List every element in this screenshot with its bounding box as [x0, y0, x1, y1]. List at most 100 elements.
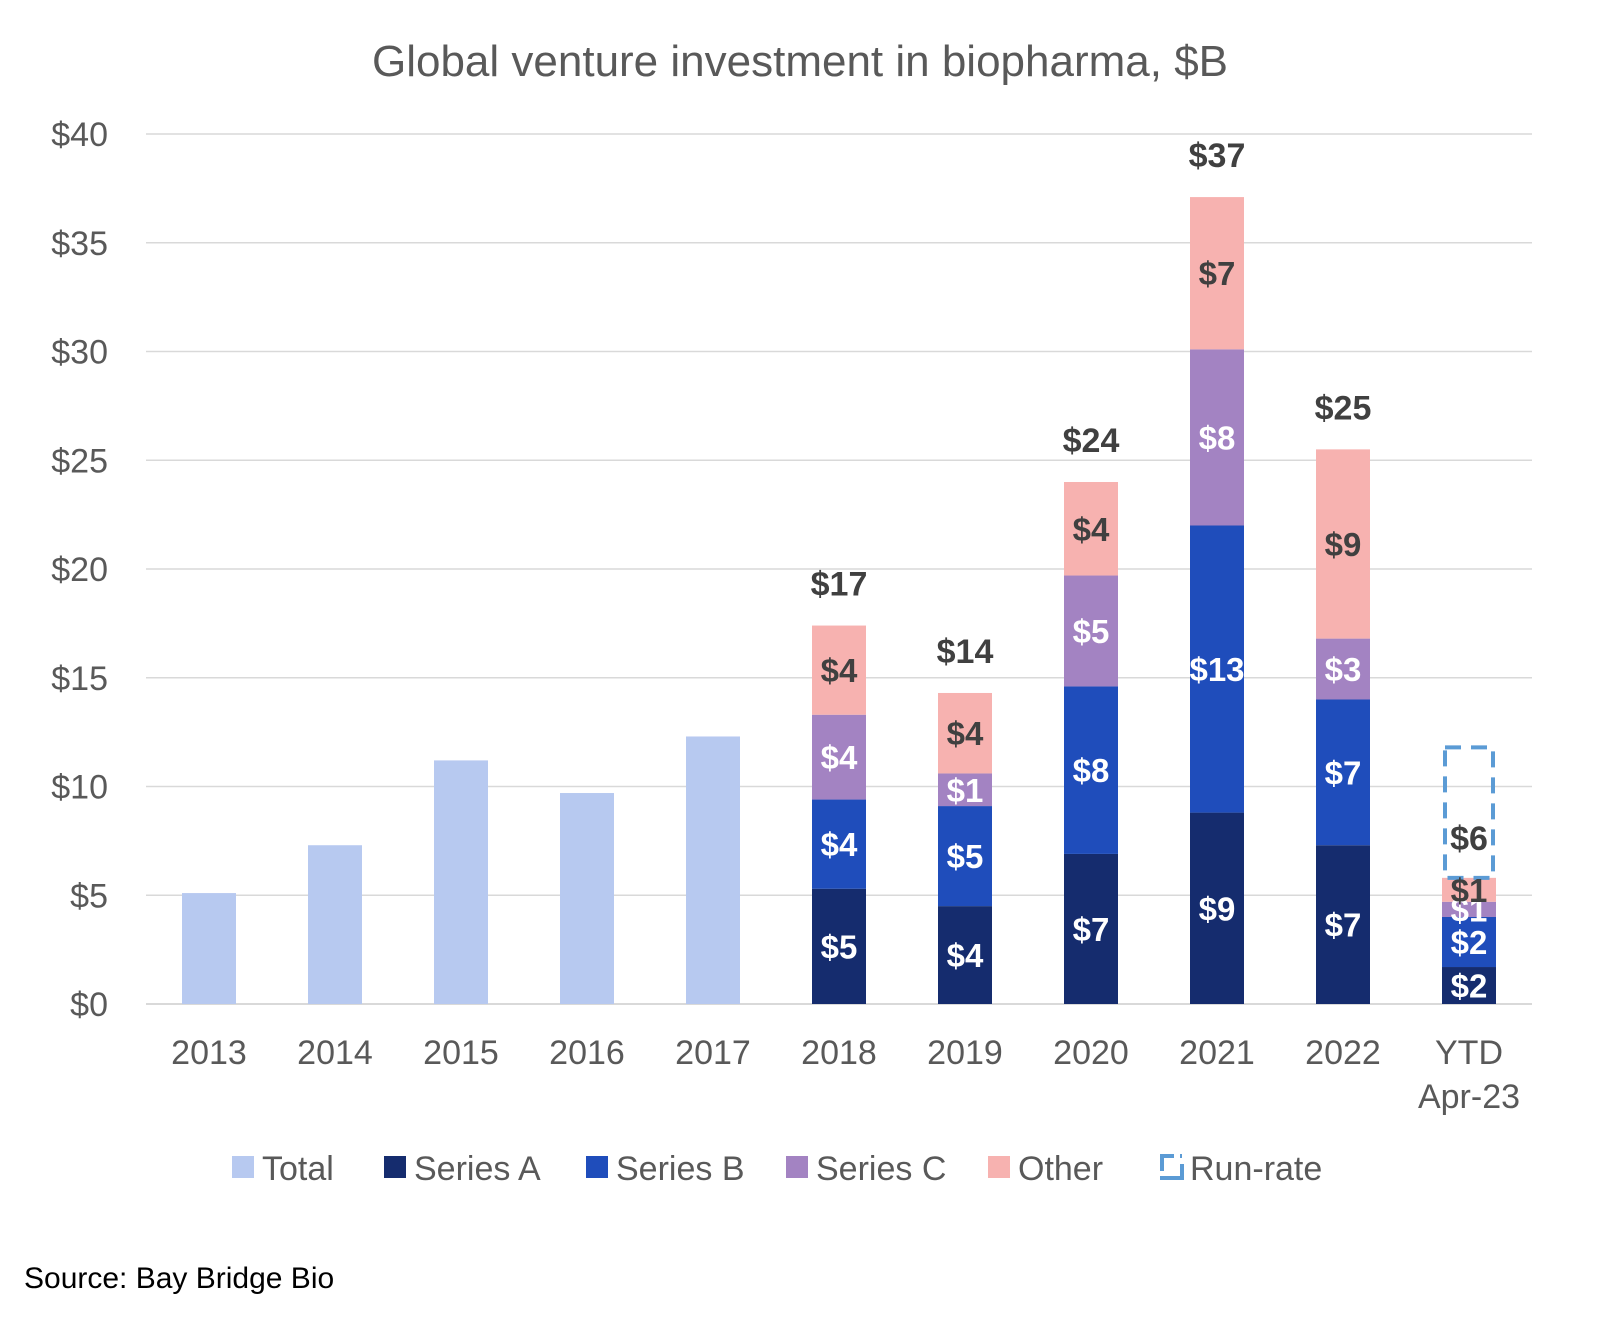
source-note: Source: Bay Bridge Bio: [24, 1262, 335, 1295]
bar-other-8: [1190, 197, 1244, 350]
legend-swatch-series-b: [586, 1156, 608, 1178]
total-label: $37: [1189, 137, 1246, 175]
bar-series_c-8: [1190, 349, 1244, 526]
legend-label: Other: [1018, 1150, 1103, 1188]
legend-label: Series A: [414, 1150, 541, 1188]
segment-label-other: $1: [1451, 872, 1488, 909]
x-tick-label: 2013: [171, 1034, 247, 1072]
segment-label-series_c: $1: [1451, 891, 1488, 928]
x-tick-label: YTD: [1435, 1034, 1503, 1072]
segment-label-series_b: $5: [947, 838, 984, 875]
segment-label-series_b: $4: [821, 826, 858, 863]
bar-series_c-9: [1316, 638, 1370, 700]
bar-total-3: [560, 793, 614, 1004]
bar-series_b-8: [1190, 525, 1244, 813]
bar-other-7: [1064, 482, 1118, 576]
y-tick-label: $30: [51, 334, 108, 372]
segment-label-series_c: $8: [1199, 419, 1236, 456]
bar-other-10: [1442, 877, 1496, 902]
bar-series_a-10: [1442, 967, 1496, 1004]
y-tick-label: $40: [51, 116, 108, 154]
segment-label-series_a: $4: [947, 937, 984, 974]
bar-series_b-5: [812, 799, 866, 889]
total-label: $24: [1063, 422, 1120, 460]
bar-series_b-10: [1442, 917, 1496, 968]
y-axis-tick-labels: $0 $5 $10 $15 $20 $25 $30 $35 $40: [51, 116, 108, 1024]
legend-label: Run-rate: [1190, 1150, 1322, 1188]
bar-series_c-5: [812, 714, 866, 800]
segment-label-other: $7: [1199, 255, 1236, 292]
legend-swatch-total: [232, 1156, 254, 1178]
bar-total-0: [182, 893, 236, 1004]
bars: [182, 197, 1496, 1004]
x-tick-label: 2018: [801, 1034, 877, 1072]
legend-label: Series C: [816, 1150, 946, 1188]
bar-series_b-6: [938, 806, 992, 907]
x-tick-label: 2021: [1179, 1034, 1255, 1072]
bar-series_a-8: [1190, 812, 1244, 1004]
x-tick-label: 2017: [675, 1034, 751, 1072]
y-tick-label: $15: [51, 660, 108, 698]
x-tick-label: 2016: [549, 1034, 625, 1072]
segment-label-series_c: $5: [1073, 613, 1110, 650]
total-label: $17: [811, 566, 868, 604]
bar-other-5: [812, 625, 866, 715]
y-tick-label: $25: [51, 442, 108, 480]
bar-total-2: [434, 760, 488, 1004]
y-tick-label: $0: [70, 986, 108, 1024]
segment-label-series_c: $1: [947, 772, 984, 809]
bar-series_b-9: [1316, 699, 1370, 846]
segment-label-series_a: $2: [1451, 968, 1488, 1005]
bar-total-4: [686, 736, 740, 1004]
segment-label-series_a: $9: [1199, 890, 1236, 927]
bar-other-6: [938, 692, 992, 774]
total-label: $6: [1450, 820, 1488, 858]
gridlines: [146, 133, 1532, 1005]
total-label: $25: [1315, 389, 1372, 427]
total-label: $14: [937, 633, 994, 671]
legend-swatch-series-a: [384, 1156, 406, 1178]
x-tick-label: Apr-23: [1418, 1078, 1520, 1116]
segment-label-other: $4: [821, 652, 858, 689]
y-tick-label: $20: [51, 551, 108, 589]
bar-series_c-7: [1064, 575, 1118, 687]
y-tick-label: $35: [51, 225, 108, 263]
legend-label: Series B: [616, 1150, 745, 1188]
segment-label-series_b: $7: [1325, 754, 1362, 791]
segment-label-other: $9: [1325, 526, 1362, 563]
total-labels: $17 $14 $24 $37 $25 $6: [811, 137, 1488, 858]
bar-total-1: [308, 845, 362, 1004]
segment-label-series_b: $8: [1073, 752, 1110, 789]
segment-label-series_b: $2: [1451, 924, 1488, 961]
x-tick-label: 2015: [423, 1034, 499, 1072]
segment-labels: $5 $4 $7 $9 $7 $2 $4 $5 $8 $13 $7 $2 $4 $1 $5 $8 $3 $1 $4 $…: [821, 255, 1488, 1004]
run-rate-outline: [1443, 745, 1495, 880]
legend-swatch-series-c: [786, 1156, 808, 1178]
legend-swatch-run-rate: [1160, 1154, 1184, 1180]
segment-label-series_a: $5: [821, 928, 858, 965]
bar-series_a-5: [812, 888, 866, 1004]
segment-label-series_a: $7: [1325, 907, 1362, 944]
bar-series_b-7: [1064, 686, 1118, 854]
bar-series_c-6: [938, 773, 992, 807]
x-tick-label: 2020: [1053, 1034, 1129, 1072]
segment-label-series_c: $4: [821, 739, 858, 776]
x-tick-label: 2019: [927, 1034, 1003, 1072]
segment-label-other: $4: [947, 715, 984, 752]
bar-series_a-6: [938, 906, 992, 1004]
x-axis-tick-labels: 2013 2014 2015 2016 2017 2018 2019 2020 2021 2022…: [171, 1034, 1520, 1116]
y-tick-label: $5: [70, 877, 108, 915]
bar-series_c-10: [1442, 901, 1496, 917]
bar-series_a-9: [1316, 845, 1370, 1004]
chart-title: Global venture investment in biopharma, …: [372, 37, 1228, 86]
bar-series_a-7: [1064, 853, 1118, 1004]
legend: Total Series A Series B Series C Other Run-ra…: [232, 1150, 1322, 1188]
legend-label: Total: [262, 1150, 334, 1188]
x-tick-label: 2022: [1305, 1034, 1381, 1072]
bar-other-9: [1316, 449, 1370, 639]
segment-label-series_c: $3: [1325, 651, 1362, 688]
segment-label-series_b: $13: [1189, 651, 1244, 688]
x-tick-label: 2014: [297, 1034, 373, 1072]
y-tick-label: $10: [51, 769, 108, 807]
